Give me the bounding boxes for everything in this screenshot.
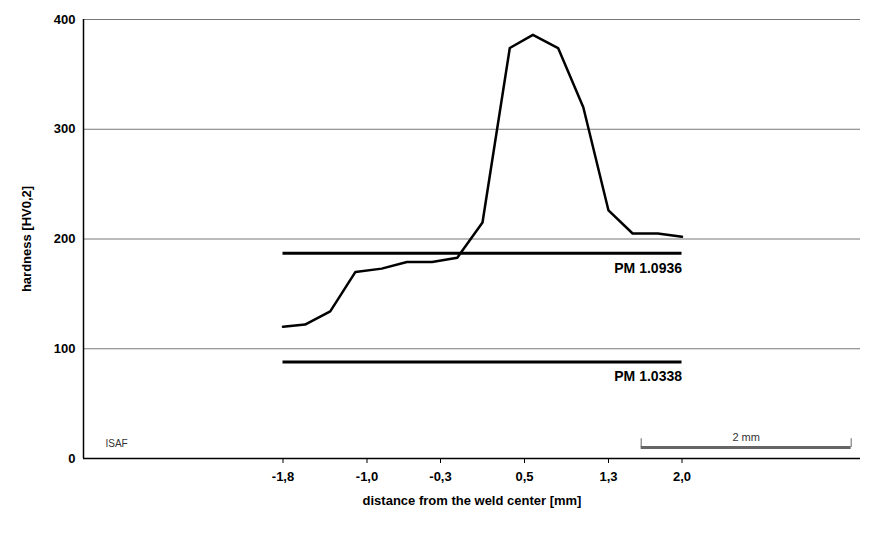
svg-text:-1,0: -1,0 (356, 469, 378, 484)
svg-text:300: 300 (54, 121, 76, 136)
svg-text:2 mm: 2 mm (732, 431, 760, 443)
svg-text:0: 0 (68, 451, 75, 466)
svg-text:PM 1.0338: PM 1.0338 (614, 368, 682, 384)
svg-text:hardness [HV0,2]: hardness [HV0,2] (19, 186, 34, 292)
svg-text:0,5: 0,5 (515, 469, 533, 484)
svg-text:100: 100 (54, 341, 76, 356)
svg-text:2,0: 2,0 (673, 469, 691, 484)
svg-text:400: 400 (54, 12, 76, 27)
svg-text:-1,8: -1,8 (272, 469, 294, 484)
svg-text:PM 1.0936: PM 1.0936 (614, 260, 682, 276)
svg-text:ISAF: ISAF (106, 438, 128, 449)
svg-text:-0,3: -0,3 (429, 469, 451, 484)
svg-text:distance from the weld center: distance from the weld center [mm] (363, 493, 582, 508)
svg-text:200: 200 (54, 231, 76, 246)
svg-text:1,3: 1,3 (599, 469, 617, 484)
